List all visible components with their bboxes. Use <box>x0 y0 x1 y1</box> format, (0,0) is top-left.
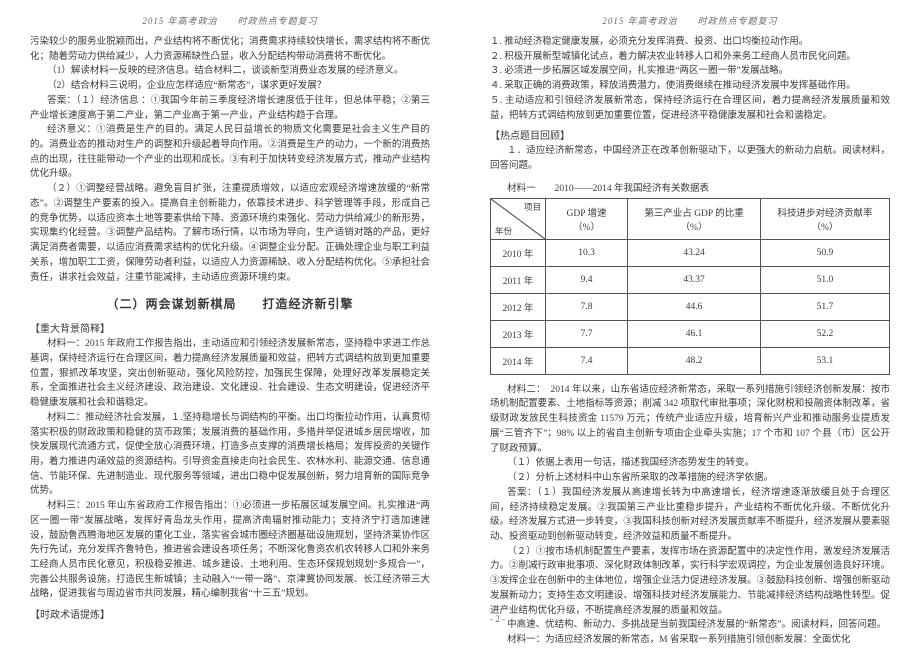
table-diagonal-header: 项目 年份 <box>491 198 546 239</box>
list-item: ５. 主动适应和引领经济发展新常态，保持经济运行在合理区间，着力提高经济发展质量… <box>490 94 890 123</box>
col-header: 第三产业占 GDP 的比重（%） <box>628 198 761 239</box>
table-row: 2013 年7.746.152.2 <box>491 320 890 347</box>
diag-top: 项目 <box>524 201 541 213</box>
page-spread: 2015 年高考政治 时政热点专题复习 污染较少的服务业脱颖而出，产业结构将不断… <box>0 0 920 630</box>
row-value: 7.4 <box>546 347 628 374</box>
col-header: GDP 增速（%） <box>546 198 628 239</box>
table-row: 2010 年10.343.2450.9 <box>491 239 890 266</box>
hot-question: １．适应经济新常态，中国经济正在改革创新驱动下，以更强大的新动力启航。阅读材料，… <box>490 144 890 173</box>
table-row: 2012 年7.844.651.7 <box>491 293 890 320</box>
section-title: （二）两会谋划新棋局 打造经济新引擎 <box>30 295 430 312</box>
question-1: （1）解读材料一反映的经济信息。结合材料二，谈谈新型消费业态发展的经济意义。 <box>30 64 430 79</box>
right-body-2: 材料二： 2014 年以来，山东省适应经济新常态，采取一系列措施引领经济创新发展… <box>490 383 890 648</box>
row-value: 43.37 <box>628 266 761 293</box>
col-header: 科技进步对经济贡献率（%） <box>760 198 889 239</box>
row-value: 52.2 <box>760 320 889 347</box>
row-value: 7.8 <box>546 293 628 320</box>
diag-bottom: 年份 <box>495 225 512 237</box>
material-2: 材料二：推动经济社会发展，１.坚持稳增长与调结构的平衡。出口均衡拉动作用，认真贯… <box>30 411 430 499</box>
row-value: 46.1 <box>628 320 761 347</box>
table-row: 2014 年7.448.253.1 <box>491 347 890 374</box>
left-materials: 材料一：2015 年政府工作报告指出，主动适应和引领经济发展新常态，坚持稳中求进… <box>30 337 430 602</box>
economic-data-table: 项目 年份 GDP 增速（%） 第三产业占 GDP 的比重（%） 科技进步对经济… <box>490 198 890 375</box>
table-body: 2010 年10.343.2450.92011 年9.443.3751.0201… <box>491 239 890 374</box>
row-year: 2014 年 <box>491 347 546 374</box>
left-body: 污染较少的服务业脱颖而出，产业结构将不断优化；消费需求持续较快增长，需求结构将不… <box>30 35 430 285</box>
table-caption: 材料一 2010——2014 年我国经济有关数据表 <box>507 180 890 194</box>
list-item: ２. 积极开展新型城镇化试点，着力解决农业转移人口和外来务工经商人员市民化问题。 <box>490 50 890 65</box>
para-last: 中高速、优结构、新动力、多挑战是当前我国经济发展的“新常态”。阅读材料，回答问题… <box>490 618 890 633</box>
row-value: 10.3 <box>546 239 628 266</box>
row-value: 44.6 <box>628 293 761 320</box>
sub-question-1: （１）依据上表用一句话，描述我国经济态势发生的转变。 <box>490 456 890 471</box>
row-year: 2011 年 <box>491 266 546 293</box>
list-item: １. 推动经济稳定健康发展，必须充分发挥消费、投资、出口均衡拉动作用。 <box>490 35 890 50</box>
page-number: - 2 - <box>490 614 505 624</box>
row-value: 51.0 <box>760 266 889 293</box>
row-year: 2012 年 <box>491 293 546 320</box>
answer-2: 答案：（１）我国经济发展从高速增长转为中高速增长，经济增速逐渐放缓且处于合理区间… <box>490 486 890 545</box>
background-label: 【重大背景简释】 <box>30 320 430 335</box>
hot-q: １．适应经济新常态，中国经济正在改革创新驱动下，以更强大的新动力启航。阅读材料，… <box>490 144 890 173</box>
row-year: 2013 年 <box>491 320 546 347</box>
tip-label: 【时政术语提炼】 <box>30 606 430 621</box>
material-2: 材料二： 2014 年以来，山东省适应经济新常态，采取一系列措施引领经济创新发展… <box>490 383 890 457</box>
row-value: 43.24 <box>628 239 761 266</box>
para: 污染较少的服务业脱颖而出，产业结构将不断优化；消费需求持续较快增长，需求结构将不… <box>30 35 430 64</box>
sub-question-2: （２）分析上述材料中山东省所采取的改革措施的经济学依据。 <box>490 471 890 486</box>
row-value: 51.7 <box>760 293 889 320</box>
row-value: 50.9 <box>760 239 889 266</box>
right-column: 2015 年高考政治 时政热点专题复习 １. 推动经济稳定健康发展，必须充分发挥… <box>460 0 920 630</box>
left-column: 2015 年高考政治 时政热点专题复习 污染较少的服务业脱颖而出，产业结构将不断… <box>0 0 460 630</box>
answer-3: （２）①按市场机制配置生产要素，发挥市场在资源配置中的决定性作用，激发经济发展活… <box>490 545 890 619</box>
right-list: １. 推动经济稳定健康发展，必须充分发挥消费、投资、出口均衡拉动作用。 ２. 积… <box>490 35 890 123</box>
para: （２）①调整经营战略。避免盲目扩张，注重提质增效，以适应宏观经济增速放缓的“新常… <box>30 182 430 285</box>
row-value: 9.4 <box>546 266 628 293</box>
list-item: ３. 必须进一步拓展区域发展空间，扎实推进“两区一圈一带”发展战略。 <box>490 64 890 79</box>
question-2: （2）结合材料三说明，企业应怎样适应“新常态”，谋求更好发展？ <box>30 79 430 94</box>
row-value: 7.7 <box>546 320 628 347</box>
running-head-right: 2015 年高考政治 时政热点专题复习 <box>490 14 890 27</box>
table-header-row: 项目 年份 GDP 增速（%） 第三产业占 GDP 的比重（%） 科技进步对经济… <box>491 198 890 239</box>
row-year: 2010 年 <box>491 239 546 266</box>
hot-topic-label: 【热点题目回顾】 <box>490 127 890 142</box>
material-3: 材料三：2015 年山东省政府工作报告指出：①必须进一步拓展区域发展空间。扎实推… <box>30 499 430 602</box>
row-value: 53.1 <box>760 347 889 374</box>
row-value: 48.2 <box>628 347 761 374</box>
material-1: 材料一：2015 年政府工作报告指出，主动适应和引领经济发展新常态，坚持稳中求进… <box>30 337 430 411</box>
table-row: 2011 年9.443.3751.0 <box>491 266 890 293</box>
material-1-last: 材料一：为适应经济发展的新常态，M 省采取一系列措施引领创新发展：全面优化 <box>490 633 890 648</box>
running-head-left: 2015 年高考政治 时政热点专题复习 <box>30 14 430 27</box>
list-item: ４. 采取正确的消费政策，释放消费潜力，使消费继续在推动经济发展中发挥基础作用。 <box>490 79 890 94</box>
answer-1: 答案：（１）经济信息 ：①我国今年前三季度经济增长速度低于往年，但总体平稳；②第… <box>30 94 430 123</box>
para: 经济意义：①消费是生产的目的。满足人民日益增长的物质文化需要是社会主义生产目的的… <box>30 123 430 182</box>
